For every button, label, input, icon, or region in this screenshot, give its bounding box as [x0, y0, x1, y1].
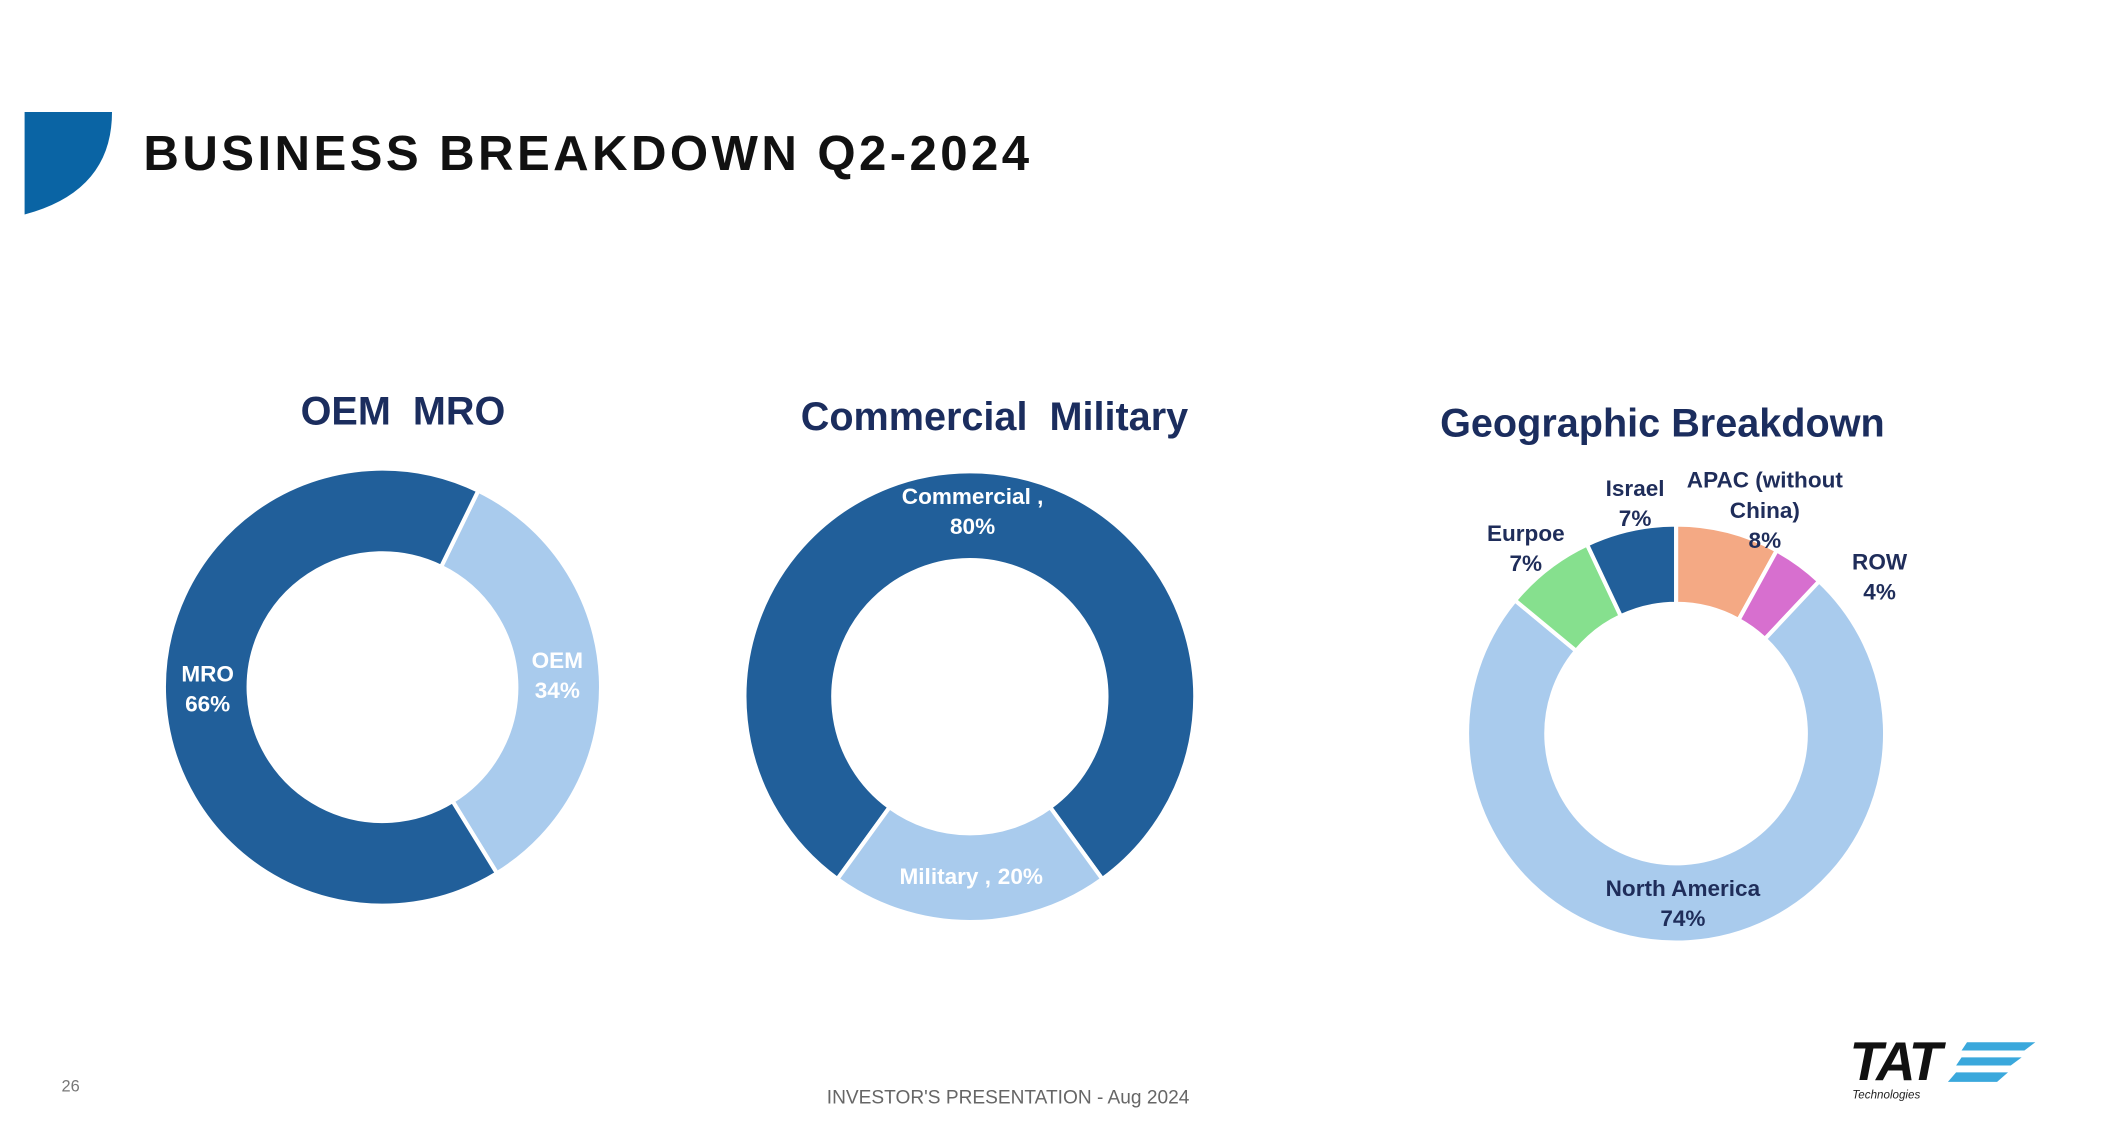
- label-part: 4%: [1863, 580, 1896, 606]
- donut-slice: [1584, 522, 1679, 619]
- data-label-text: North America 74%: [1574, 874, 1793, 934]
- donut-chart: Commercial Military Commercial , 80% Milita…: [742, 395, 1198, 925]
- donut-chart: Geographic Breakdown APAC (without China)…: [1440, 402, 1921, 945]
- page-number: 26: [61, 1078, 79, 1096]
- label-part: North America: [1605, 877, 1761, 902]
- data-label-text: Commercial , 80%: [863, 482, 1082, 542]
- label-part: 8%: [1748, 528, 1782, 554]
- data-label: APAC (without China) 8%: [1683, 466, 1847, 556]
- label-part: 80%: [950, 515, 996, 540]
- label-part: APAC (without China): [1686, 468, 1843, 524]
- data-label-text: Eurpoe 7%: [1471, 519, 1580, 579]
- data-label: North America 74%: [1574, 874, 1793, 934]
- logo-subtitle: Technologies: [1852, 1089, 1920, 1102]
- data-label: MRO 66%: [153, 660, 262, 720]
- data-label-text: OEM 34%: [503, 646, 612, 706]
- donut-slice: [438, 487, 604, 877]
- label-part: Commercial ,: [901, 484, 1044, 510]
- label-part: Military ,: [899, 864, 991, 890]
- donut-slice: [1465, 578, 1888, 945]
- donut-chart: OEM MRO OEM 34% MRO 66%: [153, 389, 612, 908]
- chart-title: Geographic Breakdown: [1440, 402, 1885, 446]
- logo: TAT Technologies: [1850, 1031, 2036, 1102]
- data-label: Eurpoe 7%: [1471, 519, 1580, 579]
- label-part: MRO: [181, 662, 234, 688]
- data-label-text: ROW 4%: [1839, 548, 1921, 608]
- chart-title: OEM MRO: [301, 389, 506, 433]
- label-part: 7%: [1618, 506, 1652, 532]
- label-part: 34%: [534, 678, 580, 704]
- label-part: Israel: [1605, 476, 1665, 502]
- data-label: Israel 7%: [1587, 474, 1683, 534]
- label-part: Eurpoe: [1486, 521, 1565, 547]
- slide-title: BUSINESS BREAKDOWN Q2-2024: [143, 126, 1032, 181]
- title-accent: [24, 112, 113, 215]
- donut-slice: [742, 469, 1198, 882]
- footer: INVESTOR'S PRESENTATION - Aug 2024: [827, 1087, 1190, 1108]
- data-label: OEM 34%: [503, 646, 612, 706]
- data-label: Commercial , 80%: [863, 482, 1082, 542]
- data-label-text: Israel 7%: [1587, 474, 1683, 534]
- label-part: 7%: [1509, 551, 1543, 577]
- logo-stripes: [1947, 1042, 2036, 1082]
- label-part: ROW: [1852, 550, 1908, 576]
- label-part: 20%: [997, 864, 1043, 890]
- label-part: 66%: [185, 692, 231, 718]
- data-label-text: Military , 20%: [848, 862, 1094, 892]
- data-label: ROW 4%: [1839, 548, 1921, 608]
- label-part: 74%: [1660, 907, 1706, 932]
- data-label-text: MRO 66%: [153, 660, 262, 720]
- chart-title: Commercial Military: [801, 395, 1188, 439]
- logo-name: TAT: [1850, 1031, 1947, 1092]
- data-label: Military , 20%: [848, 862, 1094, 892]
- donut-slice: [161, 466, 500, 908]
- data-label-text: APAC (without China) 8%: [1683, 466, 1847, 556]
- label-part: OEM: [531, 648, 583, 674]
- donut-slice: [834, 804, 1106, 925]
